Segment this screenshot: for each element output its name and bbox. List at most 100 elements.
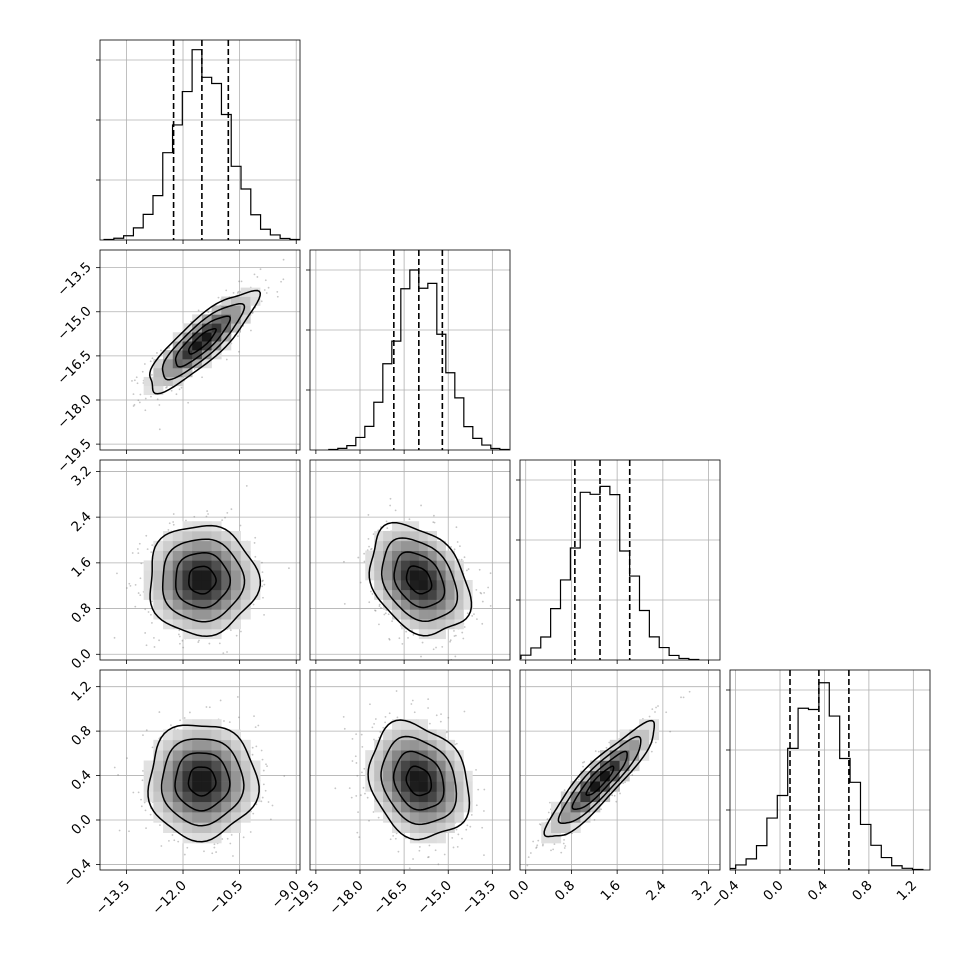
scatter-point bbox=[261, 571, 264, 574]
density-cell bbox=[445, 570, 455, 581]
scatter-point bbox=[654, 741, 657, 744]
scatter-point bbox=[141, 370, 144, 373]
density-cell bbox=[400, 760, 411, 772]
scatter-point bbox=[535, 847, 538, 849]
scatter-point bbox=[226, 511, 229, 514]
scatter-point bbox=[622, 782, 625, 785]
density-cell bbox=[409, 521, 420, 532]
scatter-point bbox=[242, 836, 245, 839]
density-cell bbox=[201, 350, 212, 360]
scatter-point bbox=[537, 839, 540, 842]
scatter-point bbox=[261, 796, 264, 799]
density-cell bbox=[392, 570, 402, 581]
density-cell bbox=[221, 750, 232, 761]
density-cell bbox=[570, 781, 581, 792]
density-cell bbox=[143, 760, 154, 772]
scatter-point bbox=[283, 775, 286, 777]
scatter-point bbox=[135, 376, 138, 379]
density-cell bbox=[392, 750, 402, 761]
density-cell bbox=[250, 570, 261, 581]
scatter-point bbox=[276, 290, 279, 293]
scatter-point bbox=[478, 568, 481, 571]
scatter-point bbox=[466, 824, 469, 827]
density-cell bbox=[221, 560, 232, 571]
scatter-point bbox=[371, 726, 374, 729]
density-cell bbox=[143, 580, 154, 591]
density-cell bbox=[201, 628, 212, 640]
density-cell bbox=[211, 619, 222, 630]
density-cell bbox=[400, 801, 411, 813]
scatter-point bbox=[237, 290, 240, 293]
scatter-point bbox=[271, 804, 274, 807]
panel-1-1 bbox=[306, 249, 511, 454]
scatter-point bbox=[232, 855, 234, 857]
scatter-point bbox=[208, 642, 211, 645]
density-cell bbox=[240, 589, 251, 600]
density-cell bbox=[201, 832, 212, 844]
density-cell bbox=[392, 770, 402, 782]
density-cell bbox=[240, 560, 251, 571]
scatter-point bbox=[143, 363, 146, 365]
scatter-point bbox=[205, 515, 208, 518]
density-cell bbox=[454, 609, 464, 620]
scatter-point bbox=[483, 854, 485, 857]
scatter-point bbox=[197, 641, 200, 643]
density-cell bbox=[211, 750, 222, 761]
density-cell bbox=[192, 801, 203, 813]
y-tick-label: 0.8 bbox=[68, 723, 95, 750]
scatter-point bbox=[158, 428, 161, 431]
scatter-point bbox=[563, 847, 566, 849]
y-tick-label: 0.0 bbox=[68, 812, 95, 839]
scatter-point bbox=[615, 800, 618, 803]
scatter-point bbox=[363, 560, 366, 563]
scatter-point bbox=[362, 786, 365, 789]
density-cell bbox=[143, 589, 154, 600]
density-cell bbox=[153, 599, 164, 610]
scatter-point bbox=[269, 818, 272, 821]
panel-frame bbox=[99, 459, 301, 661]
density-cell bbox=[211, 822, 222, 833]
density-cell bbox=[163, 580, 174, 591]
density-cell bbox=[211, 812, 222, 823]
scatter-point bbox=[489, 604, 492, 607]
density-cell bbox=[427, 770, 437, 782]
scatter-point bbox=[427, 698, 430, 701]
density-cell bbox=[182, 619, 193, 630]
density-cell bbox=[374, 531, 384, 542]
density-cell bbox=[427, 570, 437, 581]
scatter-point bbox=[377, 529, 380, 532]
scatter-point bbox=[427, 856, 430, 858]
scatter-point bbox=[254, 726, 257, 729]
density-cell bbox=[400, 822, 411, 833]
scatter-point bbox=[226, 651, 228, 653]
density-cell bbox=[454, 801, 464, 813]
scatter-point bbox=[190, 320, 192, 323]
panel-content bbox=[730, 670, 930, 870]
density-cell bbox=[143, 385, 154, 396]
scatter-point bbox=[207, 513, 209, 515]
density-cell bbox=[427, 832, 437, 844]
scatter-point bbox=[230, 833, 233, 836]
density-cell bbox=[211, 589, 222, 600]
density-cell bbox=[153, 580, 164, 591]
scatter-point bbox=[378, 603, 381, 606]
scatter-point bbox=[435, 876, 437, 878]
scatter-point bbox=[257, 724, 260, 727]
density-cell bbox=[163, 609, 174, 620]
scatter-point bbox=[389, 504, 392, 507]
density-cell bbox=[445, 599, 455, 610]
panel-frame bbox=[729, 669, 931, 871]
density-cell bbox=[454, 812, 464, 823]
scatter-point bbox=[141, 779, 144, 782]
density-cell bbox=[639, 719, 650, 730]
contour-line bbox=[405, 765, 433, 797]
y-tick-label: −15.0 bbox=[54, 303, 95, 344]
density-cell bbox=[172, 781, 183, 792]
density-cell bbox=[201, 812, 212, 823]
density-cell bbox=[463, 770, 473, 782]
scatter-point bbox=[170, 389, 173, 392]
density-cell bbox=[463, 801, 473, 813]
scatter-point bbox=[548, 801, 551, 804]
scatter-point bbox=[186, 846, 189, 849]
